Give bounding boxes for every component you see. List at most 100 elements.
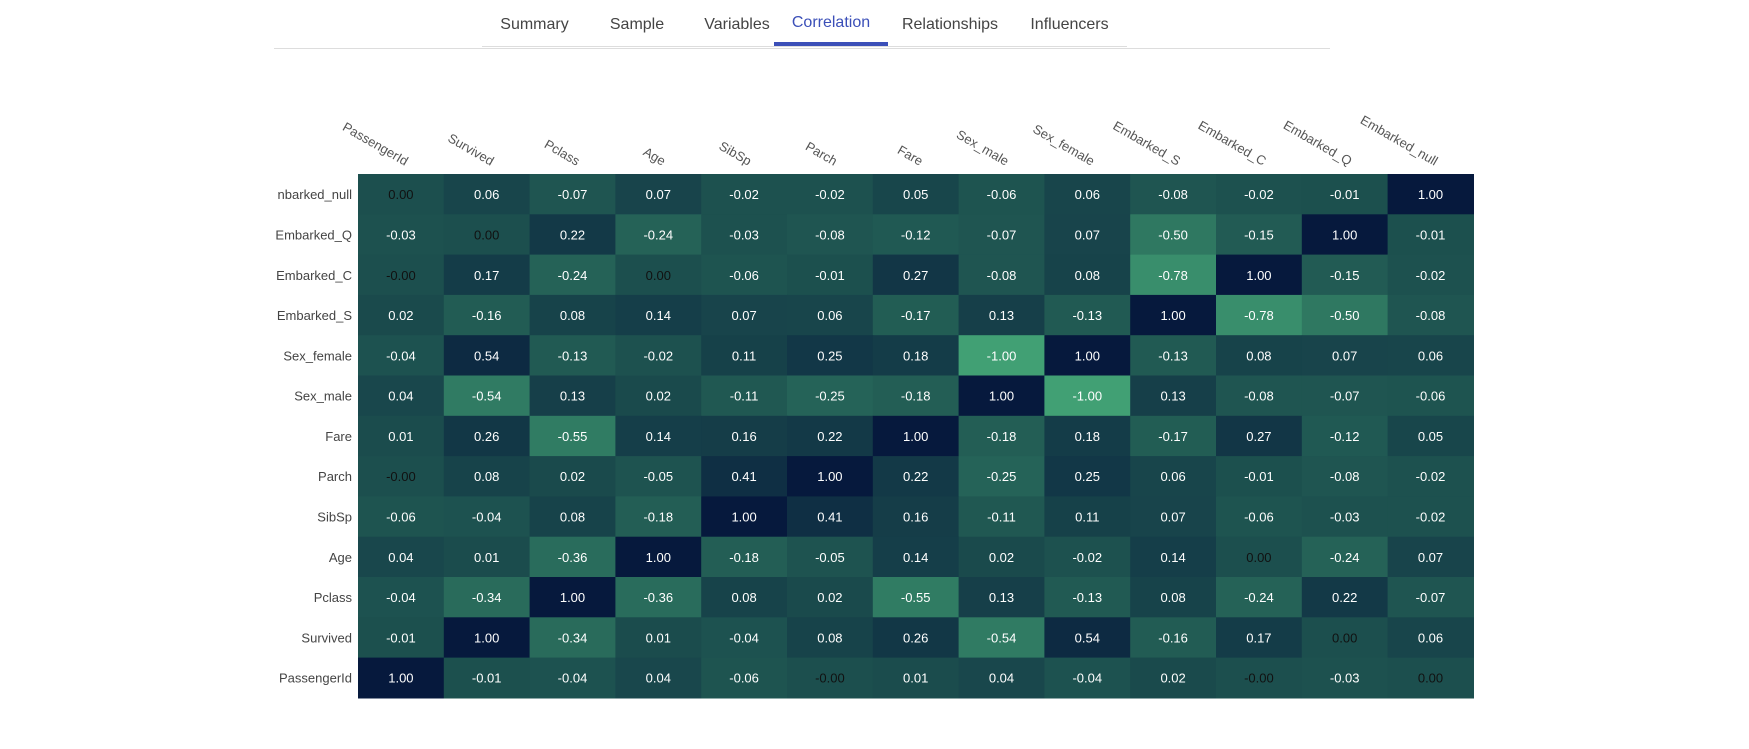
heatmap-cell	[872, 577, 960, 618]
y-axis-label: Parch	[318, 469, 352, 484]
tab-relationships[interactable]: Relationships	[901, 16, 999, 33]
cell-value-label: -0.25	[815, 389, 845, 404]
heatmap-cell	[615, 335, 702, 377]
heatmap-cell	[443, 174, 531, 215]
cell-value-label: 0.07	[1418, 550, 1443, 565]
cell-value-label: 0.17	[474, 268, 499, 283]
cell-value-label: -0.04	[1072, 671, 1102, 686]
cell-value-label: 0.02	[989, 550, 1014, 565]
heatmap-cell	[529, 657, 616, 699]
heatmap-cell	[1387, 254, 1474, 296]
cell-value-label: -0.15	[1330, 268, 1360, 283]
heatmap-cell	[1130, 174, 1217, 215]
y-axis-label: Pclass	[314, 590, 353, 605]
y-axis-label: Fare	[325, 429, 352, 444]
heatmap-cell	[1301, 496, 1389, 538]
cell-value-label: 0.08	[560, 510, 585, 525]
cell-value-label: 0.11	[732, 348, 756, 363]
cell-value-label: -0.02	[1244, 187, 1274, 202]
heatmap-cell	[958, 254, 1045, 296]
cell-value-label: 0.07	[731, 308, 756, 323]
heatmap-cell	[701, 294, 788, 336]
heatmap-cell	[872, 214, 960, 256]
cell-value-label: -0.03	[1330, 671, 1360, 686]
cell-value-label: -0.55	[901, 590, 931, 605]
heatmap-cell	[1130, 496, 1217, 538]
heatmap-cell	[1301, 375, 1389, 417]
cell-value-label: 1.00	[903, 429, 928, 444]
heatmap-cell	[1130, 294, 1217, 336]
cell-value-label: 1.00	[1075, 348, 1100, 363]
heatmap-cell	[443, 577, 531, 618]
heatmap-cell	[958, 617, 1045, 659]
cell-value-label: 0.07	[1332, 348, 1357, 363]
cell-value-label: 0.01	[646, 630, 671, 645]
cell-value-label: 0.54	[474, 348, 499, 363]
cell-value-label: 0.11	[1075, 510, 1099, 525]
heatmap-cell	[958, 456, 1045, 497]
cell-value-label: 0.14	[646, 429, 671, 444]
cell-value-label: 0.13	[1160, 389, 1185, 404]
heatmap-cell	[1301, 174, 1389, 215]
cell-value-label: 0.01	[903, 671, 928, 686]
heatmap-cell	[529, 294, 616, 336]
cell-value-label: -0.07	[1416, 590, 1446, 605]
cell-value-label: -0.16	[472, 308, 502, 323]
heatmap-cell	[358, 536, 445, 578]
heatmap-cell	[787, 335, 874, 377]
y-axis-label: Sex_male	[294, 389, 352, 404]
tab-correlation[interactable]: Correlation	[774, 0, 888, 46]
heatmap-cell	[529, 375, 616, 417]
y-axis-label: Embarked_Q	[275, 228, 352, 243]
cell-value-label: -0.54	[987, 630, 1017, 645]
tab-influencers[interactable]: Influencers	[1030, 16, 1109, 33]
x-axis-label: Embarked_Q	[1281, 117, 1355, 168]
heatmap-cell	[701, 415, 788, 457]
cell-value-label: -0.24	[643, 228, 673, 243]
cell-value-label: 0.00	[388, 187, 413, 202]
heatmap-cell	[1130, 335, 1217, 377]
heatmap-cell	[1130, 415, 1217, 457]
cell-value-label: 0.26	[903, 630, 928, 645]
tab-summary[interactable]: Summary	[500, 16, 569, 33]
cell-value-label: -0.24	[1244, 590, 1274, 605]
cell-value-label: 0.06	[817, 308, 842, 323]
cell-value-label: 0.08	[1075, 268, 1100, 283]
cell-value-label: -0.01	[1244, 469, 1274, 484]
cell-value-label: 0.07	[1160, 510, 1185, 525]
heatmap-cell	[1216, 375, 1303, 417]
heatmap-cell	[701, 174, 788, 215]
cell-value-label: -0.05	[643, 469, 673, 484]
cell-value-label: 0.14	[1160, 550, 1185, 565]
heatmap-cell	[443, 375, 531, 417]
cell-value-label: 1.00	[1246, 268, 1271, 283]
cell-value-label: 0.17	[1246, 630, 1271, 645]
heatmap-cell	[615, 456, 702, 497]
y-axis-label: Embarked_C	[276, 268, 352, 283]
x-axis-label: Fare	[895, 142, 926, 168]
heatmap-cell	[443, 254, 531, 296]
heatmap-cell	[787, 375, 874, 417]
tab-variables[interactable]: Variables	[704, 16, 770, 33]
cell-value-label: 0.00	[1246, 550, 1271, 565]
cell-value-label: 1.00	[474, 630, 499, 645]
cell-value-label: 0.22	[903, 469, 928, 484]
heatmap-cell	[787, 657, 874, 699]
heatmap-cell	[1044, 577, 1131, 618]
cell-value-label: -0.13	[1158, 348, 1188, 363]
cell-value-label: 0.16	[731, 429, 756, 444]
cell-value-label: -0.02	[729, 187, 759, 202]
heatmap-cell	[358, 657, 445, 699]
heatmap-cell	[1216, 415, 1303, 457]
heatmap-cell	[358, 375, 445, 417]
report-tabs: Summary Sample Variables Correlation Rel…	[482, 0, 1127, 47]
heatmap-cell	[615, 375, 702, 417]
cell-value-label: -0.06	[987, 187, 1017, 202]
heatmap-cell	[958, 496, 1045, 538]
heatmap-cell	[958, 294, 1045, 336]
heatmap-cell	[358, 174, 445, 215]
tab-sample[interactable]: Sample	[609, 16, 665, 33]
heatmap-cell	[787, 254, 874, 296]
cell-value-label: 0.41	[731, 469, 756, 484]
cell-value-label: -0.18	[901, 389, 931, 404]
